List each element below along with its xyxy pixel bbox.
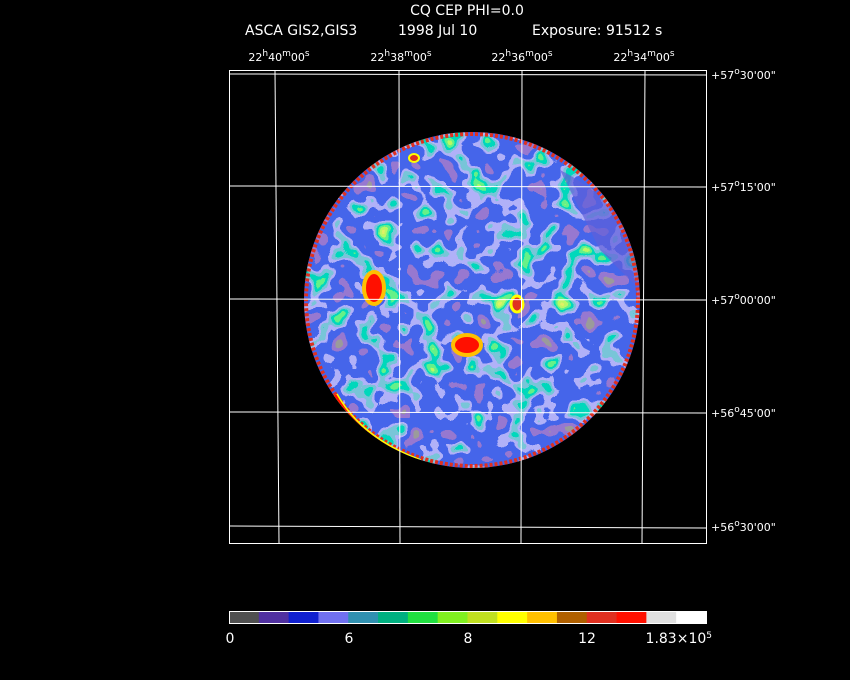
label-part: +57 [711, 69, 734, 82]
grid-line [274, 70, 280, 544]
axis-label: 22h40m00s [248, 49, 310, 64]
label-part: 8 [464, 631, 473, 647]
superscript: s [427, 49, 432, 59]
title: CQ CEP PHI=0.0 [410, 3, 524, 19]
superscript: h [262, 49, 268, 59]
label-part: 22 [613, 51, 627, 64]
axis-label: +57o00'00" [711, 292, 776, 307]
label-part: 22 [491, 51, 505, 64]
label-part: 30'00" [740, 521, 776, 534]
label-part: +57 [711, 294, 734, 307]
source [451, 333, 483, 357]
axis-label: 0 [226, 631, 235, 647]
label-part: 12 [578, 631, 596, 647]
source [362, 270, 386, 306]
exposure: Exposure: 91512 s [532, 23, 662, 39]
colorbar-swatch [556, 611, 588, 623]
colorbar-swatch [467, 611, 498, 623]
axis-label: +56o45'00" [711, 405, 776, 420]
label-part: 0 [226, 631, 235, 647]
grid-line [229, 411, 707, 414]
superscript: h [627, 49, 633, 59]
superscript: m [525, 49, 534, 59]
axis-label: 1.83×105 [646, 631, 712, 647]
superscript: s [305, 49, 310, 59]
colorbar-frame [229, 611, 707, 624]
coordinate-grid [229, 70, 707, 544]
axis-label: 22h36m00s [491, 49, 553, 64]
label-part: 6 [345, 631, 354, 647]
colorbar-swatch [676, 611, 707, 623]
superscript: 5 [706, 631, 712, 641]
label-part: 1.83×10 [646, 631, 707, 647]
colorbar-swatch [288, 611, 319, 623]
label-part: 45'00" [740, 407, 776, 420]
label-part: +57 [711, 181, 734, 194]
colorbar-swatch [378, 611, 409, 623]
superscript: s [548, 49, 553, 59]
frame [229, 70, 707, 544]
superscript: m [282, 49, 291, 59]
colorbar-swatch [258, 611, 290, 623]
colorbar-swatch [646, 611, 677, 623]
colorbar-swatch [586, 611, 618, 623]
grid-line [641, 70, 646, 544]
colorbar-swatch [527, 611, 558, 623]
colorbar-swatch [437, 611, 468, 623]
label-part: 00'00" [740, 294, 776, 307]
colorbar-swatch [348, 611, 379, 623]
label-part: 22 [248, 51, 262, 64]
grid-line [229, 73, 707, 76]
axis-label: +57o30'00" [711, 67, 776, 82]
colorbar [229, 611, 707, 624]
colorbar-swatch [616, 611, 647, 623]
label-part: 40 [268, 51, 282, 64]
label-part: 34 [633, 51, 647, 64]
label-part: +56 [711, 407, 734, 420]
label-part: 30'00" [740, 69, 776, 82]
grid-line [398, 70, 401, 544]
grid-line [229, 525, 707, 529]
superscript: o [734, 519, 740, 529]
axis-label: 6 [345, 631, 354, 647]
superscript: m [647, 49, 656, 59]
superscript: o [734, 67, 740, 77]
faint-region [560, 170, 640, 290]
axis-label: 8 [464, 631, 473, 647]
label-part: 00 [534, 51, 548, 64]
axis-label: 22h34m00s [613, 49, 675, 64]
superscript: o [734, 292, 740, 302]
label-part: 36 [511, 51, 525, 64]
colorbar-swatch [229, 611, 260, 623]
label-part: 00 [291, 51, 305, 64]
label-part: 22 [370, 51, 384, 64]
superscript: o [734, 179, 740, 189]
colorbar-swatch [318, 611, 349, 623]
observation-date: 1998 Jul 10 [398, 23, 477, 39]
source [408, 153, 420, 163]
instrument: ASCA GIS2,GIS3 [245, 23, 357, 39]
axis-label: 22h38m00s [370, 49, 432, 64]
superscript: o [734, 405, 740, 415]
label-part: 00 [656, 51, 670, 64]
superscript: h [505, 49, 511, 59]
superscript: s [670, 49, 675, 59]
superscript: m [404, 49, 413, 59]
axis-label: 12 [578, 631, 596, 647]
grid-line [520, 70, 523, 544]
colorbar-swatch [407, 611, 439, 623]
grid-line [229, 298, 707, 301]
label-part: 38 [390, 51, 404, 64]
label-part: +56 [711, 521, 734, 534]
label-part: 15'00" [740, 181, 776, 194]
labels: 22h40m00s 22h38m00s 22h36m00s 22h34m00s+57o… [226, 49, 776, 647]
grid-line [229, 185, 707, 188]
label-part: 00 [413, 51, 427, 64]
colorbar-swatch [497, 611, 528, 623]
axis-label: +56o30'00" [711, 519, 776, 534]
axis-label: +57o15'00" [711, 179, 776, 194]
superscript: h [384, 49, 390, 59]
